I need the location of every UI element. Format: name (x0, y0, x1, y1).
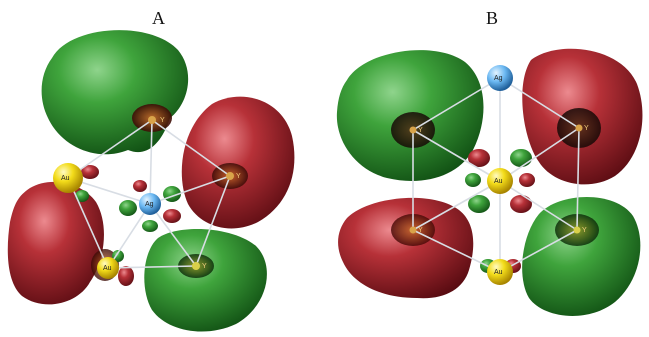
orbital-lobe-positive (510, 149, 532, 167)
atom-label: Ag (494, 75, 503, 82)
orbital-lobe-negative (510, 195, 532, 213)
atom-label: Y (418, 227, 423, 234)
yttrium-atom: Y (573, 226, 587, 234)
atom-label: Y (584, 125, 589, 132)
bond-network (412, 77, 580, 273)
silver-atom: Ag (139, 193, 161, 215)
panel-a-orbital-diagram: Au Au Ag Y Y Y (7, 30, 295, 332)
orbital-lobe-negative (133, 180, 147, 192)
orbital-lobe-positive (144, 228, 267, 332)
orbital-lobe-negative (7, 181, 104, 305)
silver-atom: Ag (487, 65, 513, 91)
atom-label: Au (494, 269, 503, 276)
orbital-lobe-negative (519, 173, 535, 187)
orbital-lobe-positive (142, 220, 158, 232)
atom-label: Y (418, 127, 423, 134)
orbital-lobe-positive (465, 173, 481, 187)
orbital-lobe-positive (75, 190, 89, 202)
yttrium-atom: Y (226, 172, 241, 180)
orbital-lobe-positive (522, 197, 641, 316)
orbital-lobe-negative (118, 266, 134, 286)
orbital-lobe-negative (468, 149, 490, 167)
panel-b-label: B (486, 8, 499, 28)
gold-atom: Au (487, 259, 513, 285)
orbital-lobe-positive (41, 30, 189, 155)
orbital-lobe-negative (81, 165, 99, 179)
atom-label: Y (202, 263, 207, 270)
atom-label: Au (61, 175, 70, 182)
panel-a-label: A (152, 8, 165, 28)
atom-label: Ag (145, 201, 154, 208)
orbital-lobe-positive (119, 200, 137, 216)
gold-atom: Au (53, 163, 83, 193)
panel-b-orbital-diagram: Ag Au Au Y Y Y Y (336, 48, 643, 316)
orbital-lobe-negative (163, 209, 181, 223)
bond-network (67, 119, 231, 269)
yttrium-atom: Y (409, 126, 423, 134)
yttrium-atom: Y (409, 226, 423, 234)
yttrium-atom: Y (575, 124, 589, 132)
atom-label: Au (103, 265, 112, 272)
atom-label: Y (160, 117, 165, 124)
orbital-lobe-positive (112, 250, 124, 262)
atom-label: Au (494, 178, 503, 185)
atom-label: Y (582, 227, 587, 234)
gold-atom: Au (97, 257, 119, 279)
gold-atom: Au (487, 168, 513, 194)
atom-label: Y (236, 173, 241, 180)
orbital-lobe-positive (468, 195, 490, 213)
yttrium-atom: Y (192, 262, 207, 270)
yttrium-atom: Y (148, 116, 165, 124)
orbital-lobe-negative (181, 96, 295, 229)
orbital-lobe-negative (338, 197, 474, 299)
